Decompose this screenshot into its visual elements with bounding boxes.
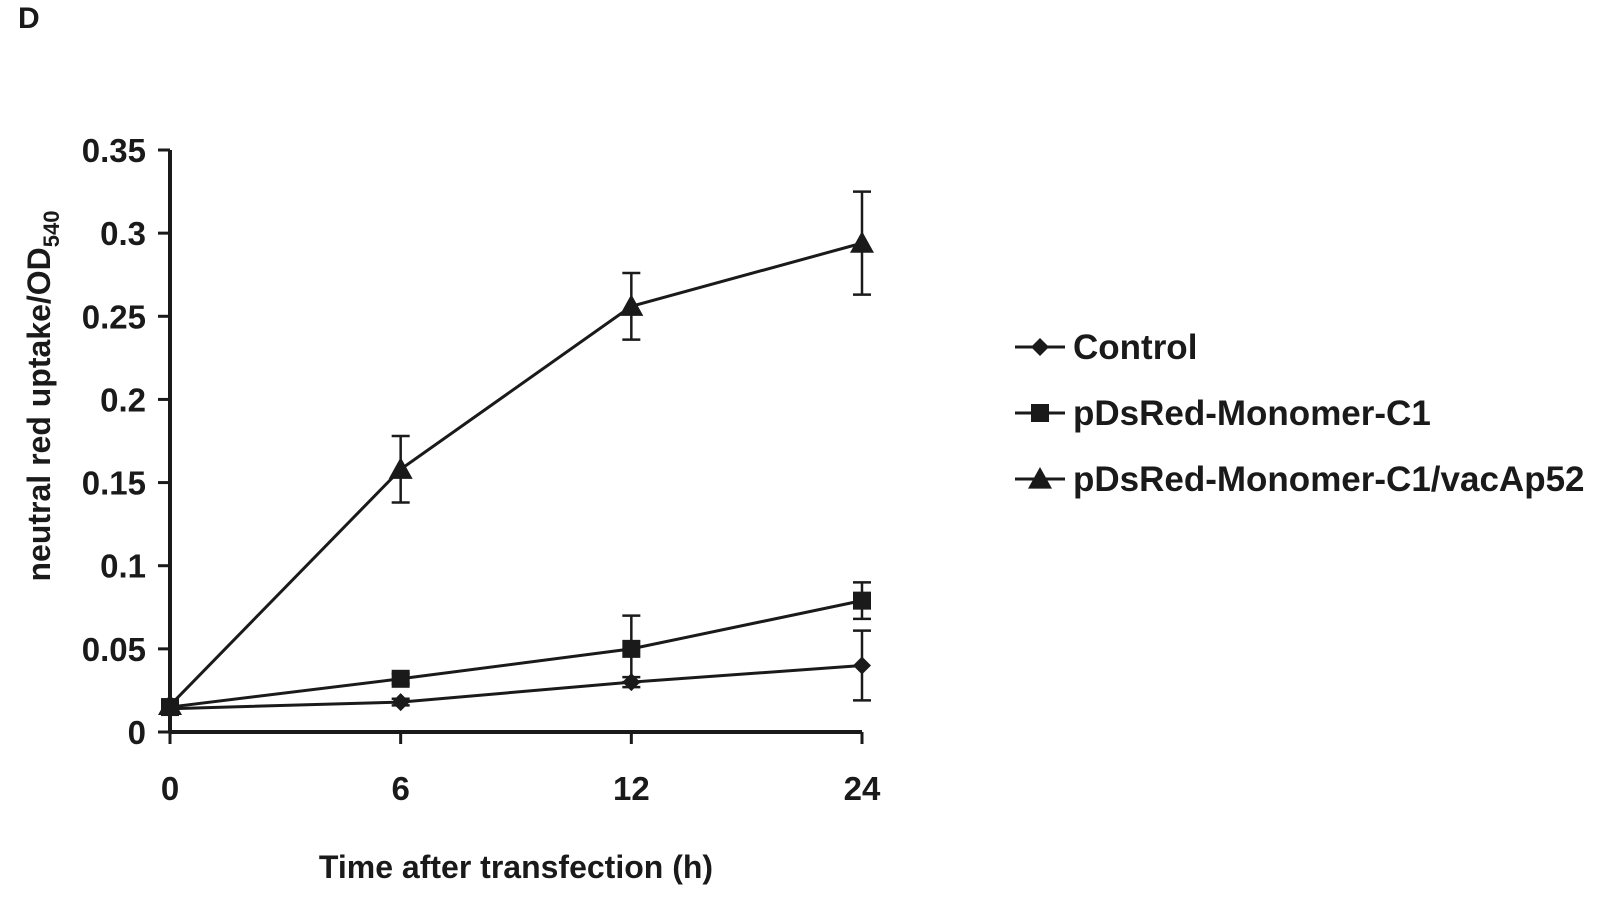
axes [168,150,862,734]
y-tick-label: 0.05 [82,631,146,668]
series-line [169,599,863,709]
x-tick-label: 0 [161,770,179,807]
legend-label: pDsRed-Monomer-C1 [1073,394,1431,433]
data-point-triangle [619,294,644,316]
y-tick-label: 0 [128,714,146,751]
series-square [161,581,871,717]
x-tick-label: 12 [613,770,650,807]
x-axis-title: Time after transfection (h) [319,849,713,885]
y-tick-label: 0.3 [100,215,146,252]
data-point-square [622,639,641,658]
legend-marker-diamond [1031,338,1049,356]
y-axis-title-subscript: 540 [39,210,64,247]
series-triangle [158,190,874,715]
y-tick-label: 0.2 [100,381,146,418]
legend-item: pDsRed-Monomer-C1 [1015,394,1431,433]
legend-marker-triangle [1028,467,1052,489]
data-point-square [853,591,871,610]
series-line [168,241,863,707]
x-tick-label: 6 [391,770,409,807]
data-point-diamond [391,693,410,712]
legend-item: Control [1015,328,1197,367]
series-line [169,663,863,711]
data-point-triangle [158,693,182,715]
y-axis-title-main: neutral red uptake/OD [21,247,57,581]
y-tick-label: 0.1 [100,548,146,585]
legend-label: Control [1073,328,1197,367]
series-diamond [161,629,871,718]
y-axis-title: neutral red uptake/OD540 [21,210,64,581]
legend-label: pDsRed-Monomer-C1/vacAp52 [1073,460,1585,499]
x-ticks: 0 6 12 24 [161,732,881,807]
series-layer [158,190,874,718]
legend-item: pDsRed-Monomer-C1/vacAp52 [1015,460,1585,499]
y-tick-label: 0.15 [82,465,146,502]
data-point-triangle [388,457,413,479]
panel-label: D [18,2,40,35]
data-point-square [391,669,410,688]
x-tick-label: 24 [844,770,881,807]
legend: Control pDsRed-Monomer-C1 pDsRed-Monomer-C… [1015,328,1585,499]
y-tick-label: 0.25 [82,298,146,335]
y-ticks: 0 0.05 0.1 0.15 0.2 0.25 0.3 0.35 [82,132,170,751]
legend-marker-square [1031,404,1049,422]
data-point-diamond [853,656,871,675]
data-point-triangle [850,231,874,253]
y-tick-label: 0.35 [82,132,146,169]
